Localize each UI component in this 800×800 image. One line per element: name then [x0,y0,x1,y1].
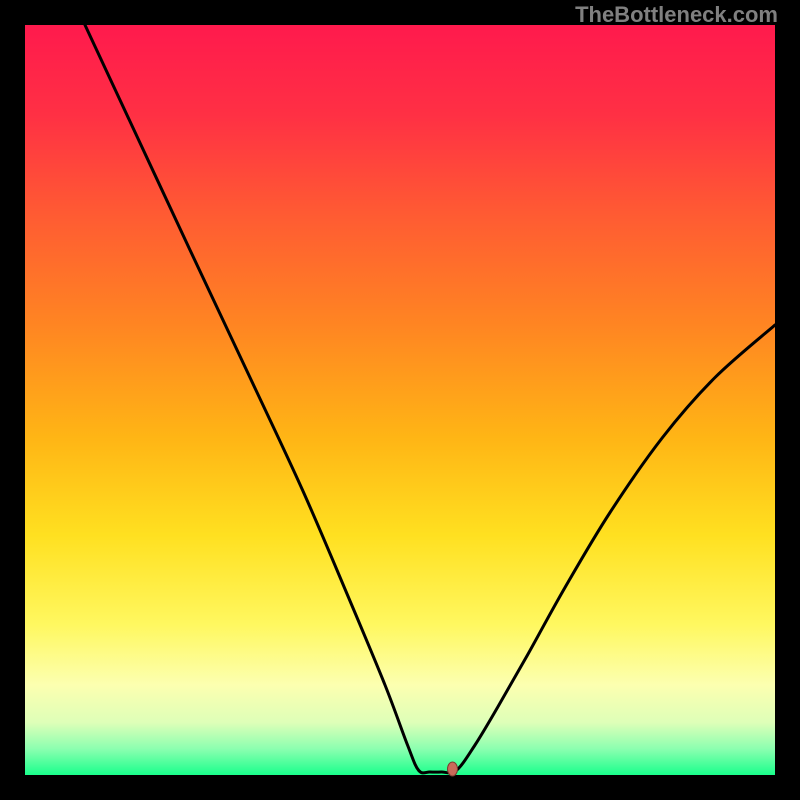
watermark-text: TheBottleneck.com [575,2,778,28]
curve-layer [0,0,800,800]
chart-container: TheBottleneck.com [0,0,800,800]
bottleneck-curve [85,25,775,773]
optimum-marker [448,762,458,776]
